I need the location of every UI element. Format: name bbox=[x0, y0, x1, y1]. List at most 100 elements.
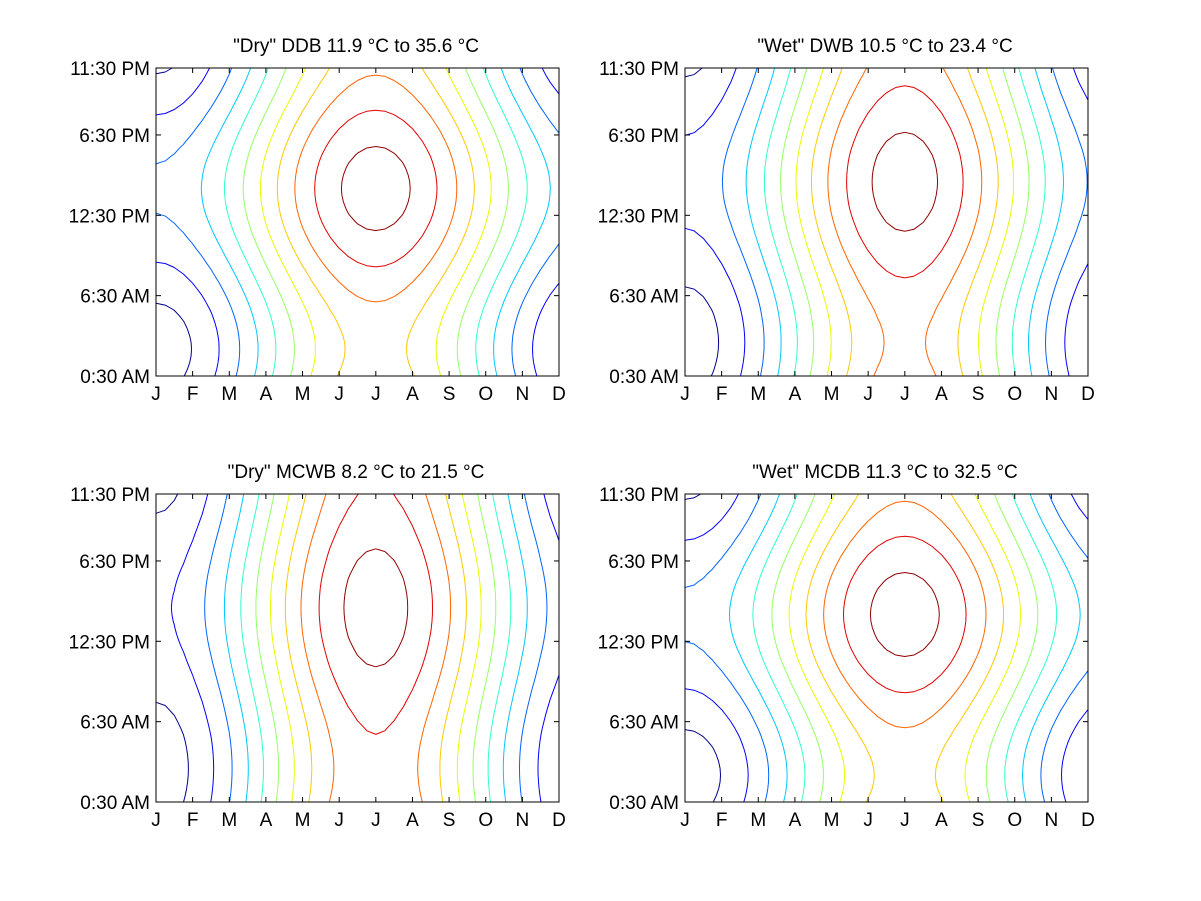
contour-line bbox=[763, 67, 1046, 377]
contour-line bbox=[155, 493, 189, 803]
y-tick-label: 12:30 PM bbox=[69, 632, 150, 653]
contour-line bbox=[170, 493, 560, 803]
contour-line bbox=[155, 67, 560, 377]
x-tick-label: A bbox=[260, 810, 273, 831]
x-tick-label: D bbox=[1081, 384, 1095, 405]
y-tick-label: 6:30 AM bbox=[80, 287, 150, 308]
x-tick-label: N bbox=[515, 384, 529, 405]
contour-area bbox=[684, 493, 1089, 803]
contour-line bbox=[869, 572, 940, 657]
x-tick-label: A bbox=[935, 384, 948, 405]
x-tick-label: J bbox=[680, 384, 690, 405]
contour-line bbox=[340, 146, 411, 232]
x-tick-label: O bbox=[1007, 810, 1022, 831]
x-tick-label: D bbox=[552, 384, 566, 405]
contour-line bbox=[204, 493, 548, 803]
contour-line bbox=[721, 67, 1088, 377]
y-tick-label: 11:30 PM bbox=[599, 59, 679, 80]
contour-line bbox=[780, 67, 1030, 377]
x-tick-label: M bbox=[295, 384, 311, 405]
y-tick-label: 11:30 PM bbox=[70, 59, 150, 80]
x-tick-label: M bbox=[750, 384, 766, 405]
contour-line bbox=[155, 67, 192, 377]
panel-title: "Dry" MCWB 8.2 °C to 21.5 °C bbox=[228, 462, 485, 483]
panel-mcdb: "Wet" MCDB 11.3 °C to 32.5 °C J F M A M J J A S O… bbox=[598, 462, 1095, 831]
x-tick-label: D bbox=[1081, 810, 1095, 831]
contour-line bbox=[155, 67, 560, 377]
x-tick-label: J bbox=[900, 810, 910, 831]
contour-area bbox=[684, 67, 1089, 377]
axes-box bbox=[684, 67, 1089, 377]
panel-dwb: "Wet" DWB 10.5 °C to 23.4 °C J F M A M J J A S O N… bbox=[598, 36, 1095, 405]
y-tick-label: 6:30 PM bbox=[79, 126, 150, 147]
contour-line bbox=[284, 493, 467, 803]
x-tick-label: J bbox=[680, 810, 690, 831]
x-tick-label: M bbox=[221, 810, 237, 831]
x-tick-label: J bbox=[371, 810, 381, 831]
y-tick-label: 0:30 AM bbox=[80, 793, 150, 814]
y-tick-label: 12:30 PM bbox=[598, 206, 679, 227]
contour-line bbox=[684, 493, 1089, 803]
x-tick-label: J bbox=[863, 384, 873, 405]
y-tick-label: 12:30 PM bbox=[69, 206, 150, 227]
y-tick-label: 6:30 AM bbox=[80, 713, 150, 734]
contour-line bbox=[745, 67, 1064, 377]
contour-line bbox=[300, 493, 452, 803]
x-tick-label: F bbox=[187, 384, 199, 405]
x-tick-label: M bbox=[221, 384, 237, 405]
contour-line bbox=[684, 493, 1089, 803]
x-tick-label: A bbox=[935, 810, 948, 831]
axes-box bbox=[155, 493, 560, 803]
contour-line bbox=[200, 67, 551, 377]
contour-line bbox=[788, 493, 1021, 803]
y-axis: 0:30 AM 6:30 AM 12:30 PM 6:30 PM 11:30 PM bbox=[598, 485, 1088, 814]
panel-title: "Wet" MCDB 11.3 °C to 32.5 °C bbox=[752, 462, 1018, 483]
contour-line bbox=[871, 131, 939, 232]
contour-line bbox=[805, 493, 1005, 803]
y-tick-label: 6:30 AM bbox=[609, 287, 679, 308]
contour-line bbox=[843, 535, 967, 694]
axes-box bbox=[684, 493, 1089, 803]
panel-ddb: "Dry" DDB 11.9 °C to 35.6 °C J F M A M J J A S O N… bbox=[69, 36, 566, 405]
contour-line bbox=[846, 85, 964, 279]
x-tick-label: O bbox=[478, 384, 493, 405]
contour-line bbox=[684, 67, 720, 377]
y-tick-label: 6:30 AM bbox=[609, 713, 679, 734]
panel-title: "Dry" DDB 11.9 °C to 35.6 °C bbox=[233, 36, 479, 57]
y-tick-label: 12:30 PM bbox=[598, 632, 679, 653]
x-tick-label: F bbox=[716, 384, 728, 405]
x-tick-label: A bbox=[406, 810, 419, 831]
y-tick-label: 0:30 AM bbox=[609, 793, 679, 814]
x-tick-label: A bbox=[406, 384, 419, 405]
contour-line bbox=[729, 493, 1081, 803]
contour-line bbox=[684, 493, 721, 803]
x-tick-label: J bbox=[863, 810, 873, 831]
y-axis: 0:30 AM 6:30 AM 12:30 PM 6:30 PM 11:30 PM bbox=[69, 485, 559, 814]
contour-line bbox=[823, 500, 987, 729]
x-tick-label: D bbox=[552, 810, 566, 831]
contour-line bbox=[276, 67, 475, 377]
x-tick-label: M bbox=[750, 810, 766, 831]
panel-title: "Wet" DWB 10.5 °C to 23.4 °C bbox=[757, 36, 1012, 57]
y-tick-label: 11:30 PM bbox=[599, 485, 679, 506]
y-tick-label: 6:30 PM bbox=[608, 552, 679, 573]
x-tick-label: O bbox=[478, 810, 493, 831]
contour-line bbox=[752, 493, 1058, 803]
contour-area bbox=[155, 67, 560, 377]
contour-line bbox=[259, 67, 492, 377]
contour-area bbox=[155, 493, 560, 803]
x-tick-label: S bbox=[443, 810, 456, 831]
y-axis: 0:30 AM 6:30 AM 12:30 PM 6:30 PM 11:30 PM bbox=[598, 59, 1088, 388]
contour-line bbox=[270, 493, 482, 803]
x-tick-label: N bbox=[515, 810, 529, 831]
axes-box bbox=[155, 67, 560, 377]
contour-line bbox=[314, 109, 438, 268]
x-tick-label: M bbox=[295, 810, 311, 831]
x-tick-label: A bbox=[789, 810, 802, 831]
x-tick-label: N bbox=[1044, 384, 1058, 405]
